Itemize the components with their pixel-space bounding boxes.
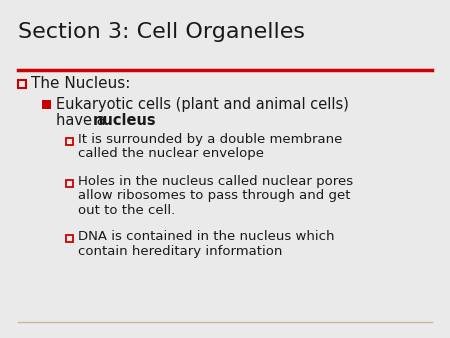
Text: have a: have a	[56, 113, 110, 128]
Text: Section 3: Cell Organelles: Section 3: Cell Organelles	[18, 22, 305, 42]
Bar	[66, 235, 73, 241]
Text: It is surrounded by a double membrane: It is surrounded by a double membrane	[78, 134, 342, 146]
Text: DNA is contained in the nucleus which: DNA is contained in the nucleus which	[78, 231, 334, 243]
Text: contain hereditary information: contain hereditary information	[78, 244, 283, 258]
Text: The Nucleus:: The Nucleus:	[31, 76, 130, 92]
Bar	[18, 80, 26, 88]
Text: allow ribosomes to pass through and get: allow ribosomes to pass through and get	[78, 190, 351, 202]
Bar	[66, 138, 73, 145]
Bar	[66, 179, 73, 187]
Text: nucleus: nucleus	[93, 113, 157, 128]
Text: out to the cell.: out to the cell.	[78, 203, 175, 217]
Text: called the nuclear envelope: called the nuclear envelope	[78, 147, 264, 161]
Text: Eukaryotic cells (plant and animal cells): Eukaryotic cells (plant and animal cells…	[56, 97, 349, 112]
Bar	[42, 100, 51, 109]
Text: Holes in the nucleus called nuclear pores: Holes in the nucleus called nuclear pore…	[78, 175, 353, 189]
